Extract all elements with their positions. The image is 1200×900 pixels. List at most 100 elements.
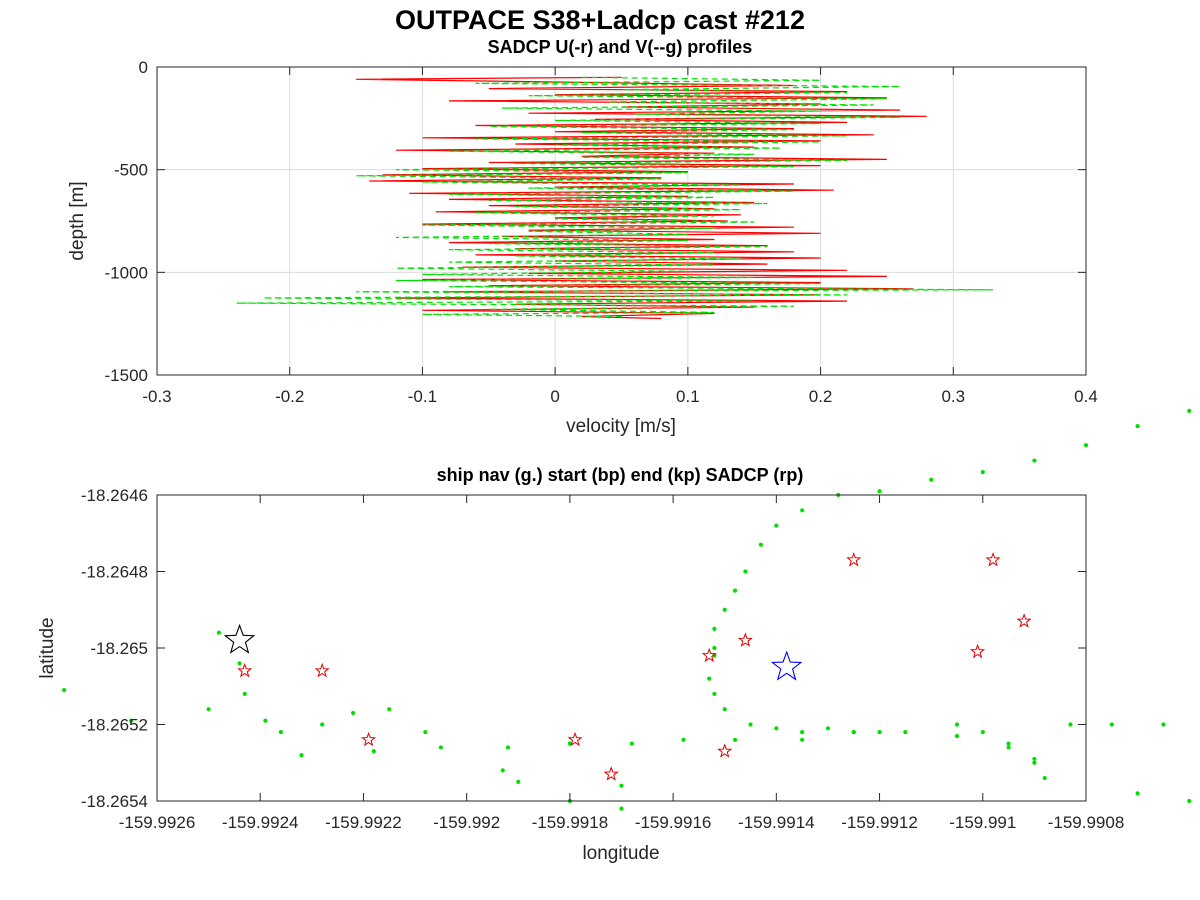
nav-point <box>500 768 505 773</box>
sadcp-point <box>846 552 862 567</box>
sadcp-point <box>701 647 717 663</box>
nav-point <box>800 508 805 513</box>
profile-x-tick-label: 0.4 <box>1074 387 1098 406</box>
profile-xlabel: velocity [m/s] <box>566 416 676 437</box>
profile-ticks: -0.3 -0.2 -0.1 0 0.1 0.2 0.3 0.4 0 -500 -1000 -1500 <box>105 58 1098 406</box>
nav-point <box>263 718 268 723</box>
profile-ylabel: depth [m] <box>67 181 88 260</box>
nav-point <box>712 645 717 651</box>
profile-plot-area <box>156 66 1087 376</box>
sadcp-point <box>717 743 733 758</box>
nav-point <box>1109 722 1114 727</box>
nav-point <box>954 733 960 739</box>
nav-point <box>351 710 356 716</box>
nav-y-tick-label: -18.265 <box>90 639 148 658</box>
nav-point <box>1068 722 1073 727</box>
nav-y-tick-label: -18.2646 <box>81 486 148 505</box>
nav-axes-title: ship nav (g.) start (bp) end (kp) SADCP … <box>437 465 804 485</box>
nav-point <box>980 730 985 735</box>
nav-point <box>1006 745 1011 750</box>
nav-y-tick-label: -18.2652 <box>81 716 148 735</box>
nav-point <box>1135 424 1140 429</box>
sadcp-point <box>361 731 377 747</box>
nav-point <box>774 523 779 528</box>
nav-point <box>371 749 376 754</box>
profile-x-tick-label: 0 <box>550 387 559 406</box>
nav-point <box>1032 760 1037 765</box>
nav-ylabel: latitude <box>37 617 58 678</box>
nav-plot-area <box>156 494 1087 802</box>
profile-x-tick-label: -0.3 <box>142 387 171 406</box>
nav-point <box>516 779 521 784</box>
profile-plot-frame <box>156 66 1087 376</box>
sadcp-point <box>970 643 986 659</box>
nav-point <box>712 691 717 697</box>
nav-x-tick-label: -159.9916 <box>635 813 712 832</box>
sadcp-point <box>1016 613 1032 628</box>
nav-point <box>774 726 779 731</box>
profile-x-tick-label: -0.2 <box>275 387 304 406</box>
nav-x-tick-label: -159.9912 <box>841 813 918 832</box>
sadcp-point <box>567 731 583 747</box>
nav-point <box>681 737 686 742</box>
nav-point <box>712 626 717 631</box>
sadcp-point <box>737 632 753 647</box>
nav-point <box>722 607 727 612</box>
nav-point <box>1006 741 1011 746</box>
nav-point <box>206 707 211 712</box>
profile-series-u <box>356 76 927 320</box>
nav-xlabel: longitude <box>582 843 659 864</box>
nav-point <box>1083 443 1089 448</box>
sadcp-point <box>985 552 1001 567</box>
sadcp-point <box>237 662 253 678</box>
nav-point <box>129 718 134 723</box>
nav-point <box>320 722 325 727</box>
profile-y-tick-label: -1500 <box>105 366 148 385</box>
profile-series-v <box>236 76 994 318</box>
nav-x-tick-label: -159.9914 <box>738 813 815 832</box>
nav-point <box>722 707 727 712</box>
nav-x-tick-label: -159.9924 <box>222 813 299 832</box>
nav-point <box>299 753 304 758</box>
profile-x-tick-label: -0.1 <box>408 387 437 406</box>
nav-point <box>800 737 805 742</box>
nav-y-tick-label: -18.2654 <box>81 792 148 811</box>
nav-point <box>954 722 960 727</box>
nav-point <box>800 730 805 735</box>
nav-point <box>980 469 985 475</box>
nav-x-tick-label: -159.991 <box>949 813 1016 832</box>
profile-axes: SADCP U(-r) and V(--g) profiles -0.3 -0.2… <box>67 37 1098 437</box>
nav-point <box>1042 775 1047 781</box>
nav-x-tick-label: -159.9926 <box>119 813 196 832</box>
nav-point <box>732 588 738 593</box>
nav-point <box>1032 458 1037 463</box>
nav-point <box>62 687 67 693</box>
nav-point <box>1135 791 1140 796</box>
nav-point <box>619 806 624 811</box>
profile-y-tick-label: 0 <box>139 58 148 77</box>
sadcp-point <box>603 766 619 781</box>
profile-y-tick-label: -1000 <box>105 263 148 282</box>
nav-series <box>62 408 1192 811</box>
nav-point <box>237 661 242 666</box>
profile-x-tick-label: 0.1 <box>676 387 700 406</box>
profile-axes-title: SADCP U(-r) and V(--g) profiles <box>488 37 753 57</box>
nav-point <box>242 691 247 697</box>
nav-point <box>825 726 831 731</box>
nav-point <box>423 730 428 735</box>
sadcp-point <box>314 662 330 678</box>
profile-series <box>236 76 994 320</box>
nav-point <box>1187 798 1192 804</box>
nav-point <box>216 630 222 635</box>
nav-point <box>903 730 908 735</box>
nav-point <box>877 730 882 735</box>
nav-x-tick-label: -159.9918 <box>532 813 609 832</box>
nav-point <box>743 569 748 574</box>
nav-y-tick-label: -18.2648 <box>81 563 148 582</box>
nav-point <box>758 542 763 547</box>
profile-x-tick-label: 0.2 <box>809 387 833 406</box>
figure-title: OUTPACE S38+Ladcp cast #212 <box>395 5 805 35</box>
nav-point <box>1161 722 1166 727</box>
profile-x-tick-label: 0.3 <box>941 387 965 406</box>
